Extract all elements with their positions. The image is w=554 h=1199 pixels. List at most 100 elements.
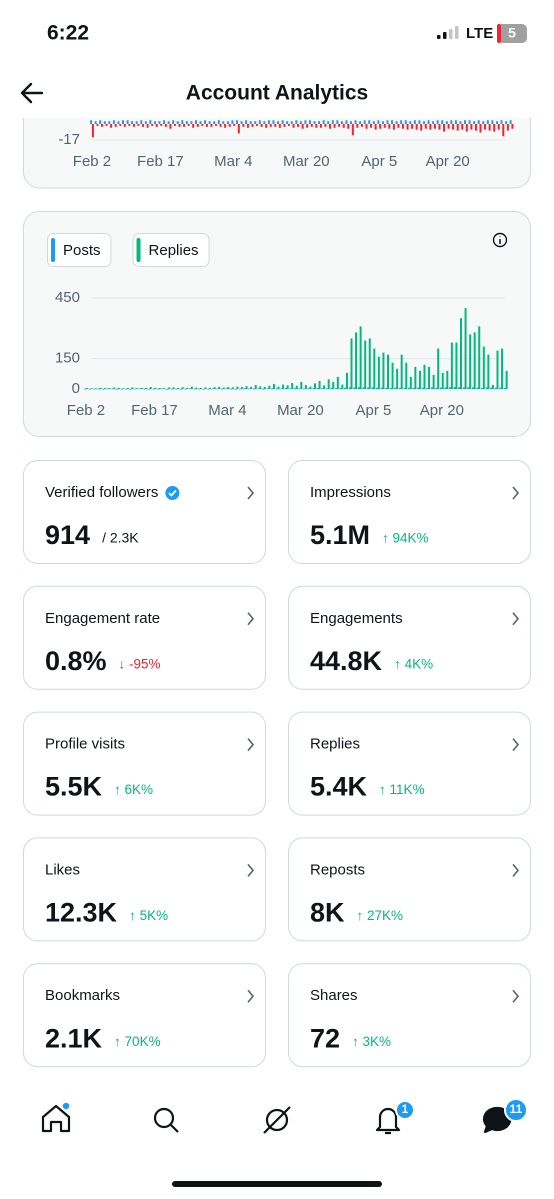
- metric-change: ↑ 4K%: [394, 656, 433, 671]
- metrics: Verified followers 914 / 2.3K Impressions 5.…: [23, 460, 531, 1068]
- bar: [142, 124, 145, 127]
- bar: [450, 120, 453, 125]
- messages-badge: 11: [510, 1102, 523, 1116]
- bar: [497, 124, 500, 130]
- bar: [108, 121, 111, 125]
- chevron: [247, 863, 255, 877]
- bar: [396, 368, 399, 389]
- bar: [327, 121, 330, 125]
- bar: [218, 386, 221, 389]
- bar: [277, 386, 280, 389]
- bar: [250, 386, 253, 389]
- bar: [469, 334, 472, 389]
- bar: [271, 388, 274, 389]
- search-icon[interactable]: [153, 1107, 175, 1129]
- card: [23, 585, 266, 690]
- metric-card[interactable]: Likes 12.3K ↑ 5K%: [23, 837, 266, 942]
- bar: [243, 388, 246, 389]
- bar: [454, 120, 457, 125]
- bar: [429, 124, 432, 130]
- metric-card[interactable]: Verified followers 914 / 2.3K: [23, 460, 266, 564]
- bar: [245, 120, 248, 125]
- bar: [149, 386, 152, 389]
- bar: [173, 124, 176, 126]
- bar: [199, 121, 202, 125]
- bar: [446, 370, 449, 389]
- x-tick-label: Mar 4: [214, 153, 252, 170]
- bar: [286, 385, 289, 389]
- back-button[interactable]: [20, 82, 44, 104]
- bar: [315, 124, 318, 128]
- bar: [468, 120, 471, 125]
- bar: [345, 372, 348, 389]
- y-tick-label: 450: [55, 289, 80, 306]
- metric-card[interactable]: Engagement rate 0.8% ↓ -95%: [23, 585, 266, 690]
- bar: [231, 120, 234, 125]
- chevron: [512, 612, 520, 626]
- notifications-icon[interactable]: [375, 1107, 401, 1135]
- bar: [473, 332, 476, 389]
- bar: [135, 121, 138, 125]
- bar: [137, 124, 140, 126]
- bar: [154, 387, 157, 389]
- bar: [193, 388, 196, 390]
- metric-card[interactable]: Bookmarks 2.1K ↑ 70K%: [23, 963, 266, 1068]
- legend-item[interactable]: Posts: [47, 233, 112, 267]
- bar: [190, 386, 193, 389]
- x-tick-label: Feb 17: [131, 402, 178, 419]
- bar: [254, 384, 257, 389]
- bar: [234, 388, 237, 390]
- bar: [167, 121, 170, 125]
- bar: [366, 387, 369, 389]
- bar: [211, 388, 214, 390]
- bar: [467, 387, 470, 389]
- bar: [501, 348, 504, 389]
- bar: [491, 120, 494, 125]
- bar: [357, 387, 360, 389]
- x-tick-label: Mar 4: [208, 402, 246, 419]
- bar: [336, 376, 339, 389]
- bar: [126, 387, 129, 389]
- info-icon[interactable]: [492, 232, 508, 248]
- bar: [202, 388, 205, 390]
- grok-icon[interactable]: [265, 1108, 289, 1132]
- bar: [291, 382, 294, 389]
- metric-card[interactable]: Replies 5.4K ↑ 11K%: [288, 711, 531, 816]
- bar: [293, 388, 296, 389]
- bar: [199, 387, 202, 389]
- bar: [134, 388, 137, 390]
- bar: [284, 387, 287, 389]
- bar: [353, 387, 356, 389]
- bar: [449, 387, 452, 389]
- bar: [131, 387, 134, 389]
- chevron: [247, 738, 255, 752]
- bar: [292, 124, 295, 128]
- bar: [222, 387, 225, 389]
- bar: [436, 120, 439, 125]
- metric-value: 0.8%: [45, 646, 107, 676]
- bar: [91, 124, 94, 138]
- home-icon[interactable]: [41, 1104, 71, 1133]
- metric-card[interactable]: Reposts 8K ↑ 27K%: [288, 837, 531, 942]
- card: [23, 711, 266, 816]
- metric-card[interactable]: Profile visits 5.5K ↑ 6K%: [23, 711, 266, 816]
- metric-card[interactable]: Engagements 44.8K ↑ 4K%: [288, 585, 531, 690]
- bar: [363, 120, 366, 125]
- bar: [494, 387, 497, 389]
- bar: [257, 388, 260, 390]
- metric-card[interactable]: Shares 72 ↑ 3K%: [288, 963, 531, 1068]
- bar: [400, 354, 403, 389]
- bar: [303, 388, 306, 390]
- legend-item[interactable]: Replies: [132, 233, 210, 267]
- bar: [103, 121, 106, 125]
- bar: [205, 124, 208, 127]
- card: [288, 711, 531, 816]
- bar: [506, 124, 509, 131]
- metric-value: 72: [310, 1023, 340, 1053]
- legend-pill: [47, 233, 112, 267]
- bar: [370, 124, 373, 128]
- bar: [140, 387, 143, 389]
- metric-card[interactable]: Impressions 5.1M ↑ 94K%: [288, 460, 531, 564]
- bar: [435, 387, 438, 389]
- bar: [119, 124, 122, 126]
